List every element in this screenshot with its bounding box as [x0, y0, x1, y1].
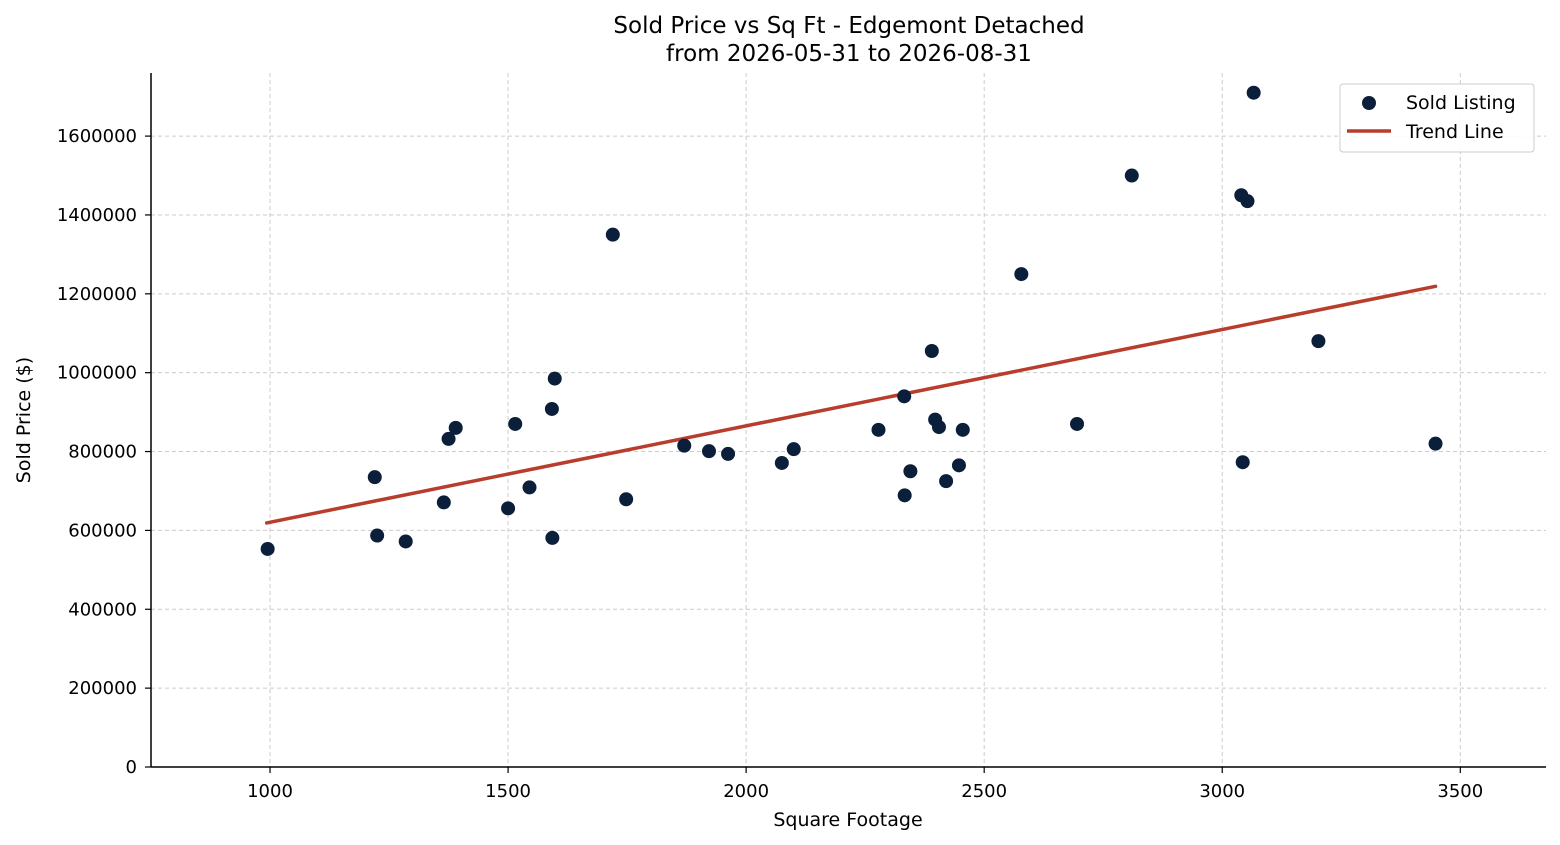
data-point: [903, 464, 918, 479]
data-point: [367, 470, 382, 485]
data-point: [508, 416, 523, 431]
y-tick-label: 0: [126, 757, 137, 778]
y-tick-label: 800000: [68, 442, 137, 463]
data-point: [939, 474, 954, 489]
data-point: [1428, 436, 1443, 451]
y-tick-label: 200000: [68, 678, 137, 699]
data-point: [721, 446, 736, 461]
chart-title-line: Sold Price vs Sq Ft - Edgemont Detached: [613, 13, 1084, 39]
data-point: [871, 422, 886, 437]
trend-line: [264, 284, 1438, 525]
data-point: [619, 492, 634, 507]
data-point: [955, 422, 970, 437]
trend-line-group: [264, 284, 1438, 525]
data-point: [677, 438, 692, 453]
data-point: [1240, 194, 1255, 209]
data-point: [786, 442, 801, 457]
y-tick-label: 1000000: [57, 363, 137, 384]
tick-labels: 1000 1500 2000 2500 3000 3500 0 200000 400000 600…: [57, 126, 1483, 802]
y-axis-label: Sold Price ($): [13, 357, 35, 483]
x-axis-label: Square Footage: [773, 809, 922, 831]
legend-marker-sold-listing: [1362, 96, 1376, 110]
data-point: [260, 541, 275, 556]
data-point: [441, 431, 456, 446]
legend-label-sold-listing: Sold Listing: [1406, 92, 1516, 114]
data-point: [924, 343, 939, 358]
data-point: [1246, 85, 1261, 100]
data-point: [1235, 455, 1250, 470]
data-point: [544, 401, 559, 416]
chart-title: Sold Price vs Sq Ft - Edgemont Detached …: [613, 13, 1084, 67]
data-point: [370, 528, 385, 543]
data-point: [547, 371, 562, 386]
data-point: [1070, 416, 1085, 431]
data-point: [448, 420, 463, 435]
x-tick-label: 1500: [485, 781, 531, 802]
x-tick-label: 3000: [1199, 781, 1245, 802]
x-tick-label: 2500: [961, 781, 1007, 802]
legend-label-trend-line: Trend Line: [1405, 121, 1504, 143]
y-tick-label: 1600000: [57, 126, 137, 147]
data-point: [774, 455, 789, 470]
x-tick-label: 2000: [723, 781, 769, 802]
data-point: [605, 227, 620, 242]
data-point: [702, 444, 716, 459]
y-tick-label: 400000: [68, 599, 137, 620]
data-point: [1014, 267, 1029, 282]
data-point: [398, 534, 413, 549]
legend-box: [1339, 83, 1535, 153]
chart-subtitle-line: from 2026-05-31 to 2026-08-31: [666, 41, 1032, 67]
data-point: [931, 420, 946, 435]
axes: [145, 73, 1546, 773]
data-point: [897, 488, 912, 503]
x-tick-label: 1000: [247, 781, 293, 802]
data-point: [897, 389, 912, 404]
y-tick-label: 1200000: [57, 284, 137, 305]
data-point: [436, 495, 451, 510]
grid: [151, 73, 1546, 768]
y-tick-label: 600000: [68, 520, 137, 541]
x-tick-label: 3500: [1437, 781, 1483, 802]
data-point: [1124, 168, 1139, 183]
data-point: [501, 501, 516, 516]
data-point: [1311, 334, 1326, 349]
legend: Sold Listing Trend Line: [1339, 83, 1535, 153]
y-tick-label: 1400000: [57, 205, 137, 226]
data-point: [522, 480, 537, 495]
data-point: [545, 530, 560, 545]
data-point: [951, 458, 966, 473]
points-group: [260, 85, 1443, 556]
